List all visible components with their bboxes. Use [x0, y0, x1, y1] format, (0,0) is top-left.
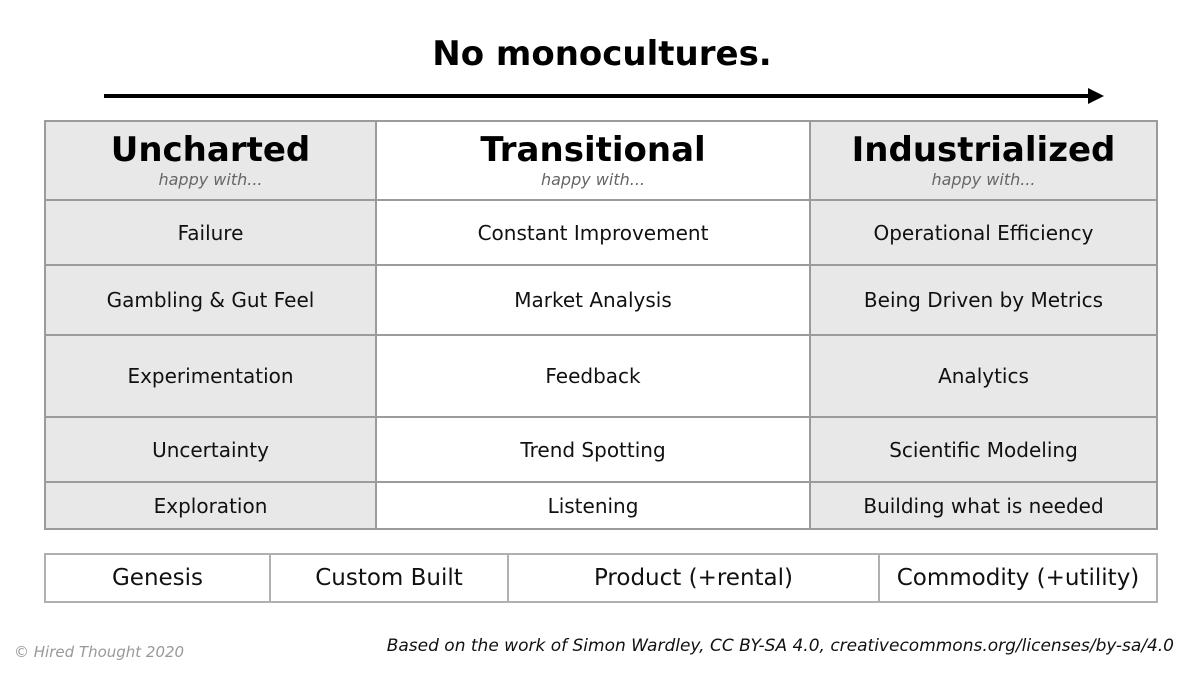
table-cell: Constant Improvement: [375, 199, 811, 266]
table-cell: Gambling & Gut Feel: [44, 264, 377, 336]
table-cell: Feedback: [375, 334, 811, 418]
table-row: Failure Constant Improvement Operational…: [44, 199, 1158, 266]
stage-genesis: Genesis: [44, 553, 271, 603]
table-cell: Being Driven by Metrics: [809, 264, 1158, 336]
table-cell: Building what is needed: [809, 481, 1158, 530]
column-title: Industrialized: [851, 130, 1116, 170]
copyright-notice: © Hired Thought 2020: [14, 643, 185, 661]
column-title: Transitional: [480, 130, 706, 170]
stage-product: Product (+rental): [507, 553, 880, 603]
column-header-uncharted: Uncharted happy with...: [44, 120, 377, 201]
table-cell: Trend Spotting: [375, 416, 811, 483]
stage-custom-built: Custom Built: [269, 553, 509, 603]
table-row: Exploration Listening Building what is n…: [44, 481, 1158, 530]
table-cell: Analytics: [809, 334, 1158, 418]
table-cell: Scientific Modeling: [809, 416, 1158, 483]
comparison-table: Uncharted happy with... Transitional hap…: [44, 120, 1158, 530]
table-cell: Market Analysis: [375, 264, 811, 336]
table-cell: Exploration: [44, 481, 377, 530]
table-row: Gambling & Gut Feel Market Analysis Bein…: [44, 264, 1158, 336]
attribution-text: Based on the work of Simon Wardley, CC B…: [386, 636, 1174, 656]
evolution-stages-bar: Genesis Custom Built Product (+rental) C…: [44, 553, 1158, 603]
page-title: No monocultures.: [432, 34, 772, 74]
table-cell: Operational Efficiency: [809, 199, 1158, 266]
column-subtitle: happy with...: [540, 170, 645, 189]
column-subtitle: happy with...: [158, 170, 263, 189]
header-row: Uncharted happy with... Transitional hap…: [44, 120, 1158, 201]
table-cell: Failure: [44, 199, 377, 266]
table-cell: Uncertainty: [44, 416, 377, 483]
table-cell: Experimentation: [44, 334, 377, 418]
table-cell: Listening: [375, 481, 811, 530]
column-subtitle: happy with...: [931, 170, 1036, 189]
column-header-transitional: Transitional happy with...: [375, 120, 811, 201]
column-header-industrialized: Industrialized happy with...: [809, 120, 1158, 201]
stage-commodity: Commodity (+utility): [878, 553, 1158, 603]
table-row: Experimentation Feedback Analytics: [44, 334, 1158, 418]
evolution-arrow-icon: [104, 88, 1104, 104]
table-row: Uncertainty Trend Spotting Scientific Mo…: [44, 416, 1158, 483]
column-title: Uncharted: [110, 130, 311, 170]
